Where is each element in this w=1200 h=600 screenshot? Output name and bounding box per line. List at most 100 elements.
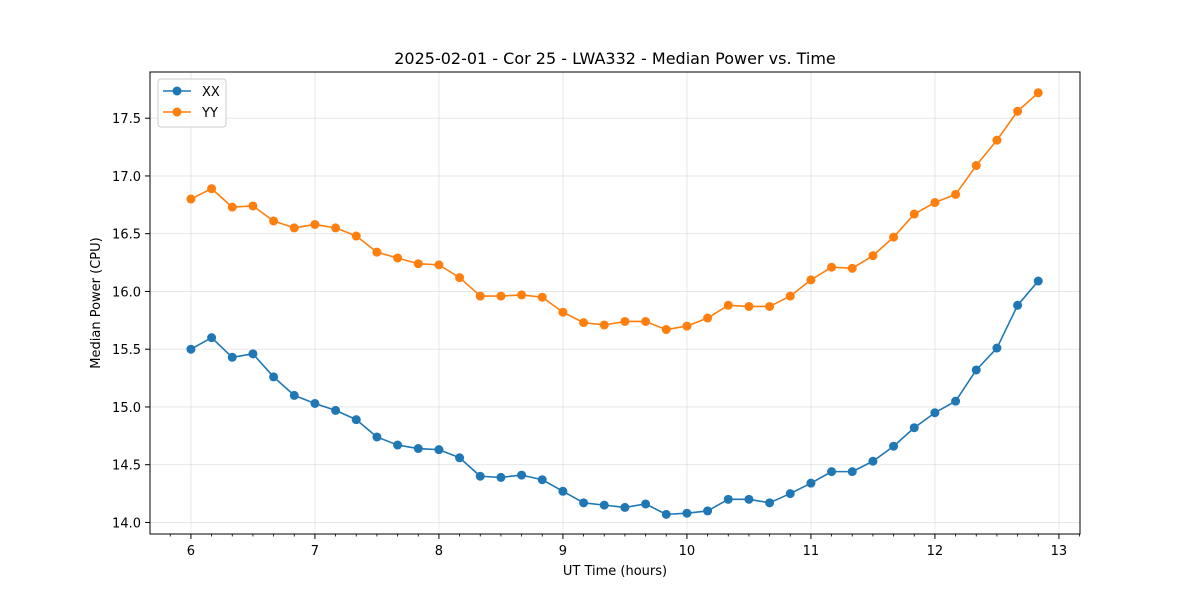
data-point-xx xyxy=(806,478,816,488)
data-point-yy xyxy=(475,291,485,301)
data-point-yy xyxy=(847,263,857,273)
y-tick-label: 17.0 xyxy=(112,170,141,185)
chart-title: 2025-02-01 - Cor 25 - LWA332 - Median Po… xyxy=(394,49,836,68)
plot-frame xyxy=(149,71,1081,535)
data-point-yy xyxy=(434,260,444,270)
data-point-yy xyxy=(331,223,341,233)
data-point-xx xyxy=(847,467,857,477)
data-point-yy xyxy=(661,325,671,335)
data-point-xx xyxy=(765,498,775,508)
data-point-yy xyxy=(620,316,630,326)
y-tick-label: 15.0 xyxy=(112,401,141,416)
data-point-xx xyxy=(682,508,692,518)
data-point-xx xyxy=(1013,300,1023,310)
y-axis-label: Median Power (CPU) xyxy=(89,237,104,368)
data-point-xx xyxy=(599,500,609,510)
y-tick-label: 14.0 xyxy=(112,516,141,531)
data-point-xx xyxy=(723,494,733,504)
data-point-xx xyxy=(971,365,981,375)
data-point-xx xyxy=(227,352,237,362)
x-tick-label: 7 xyxy=(311,544,319,559)
data-point-yy xyxy=(537,292,547,302)
data-point-yy xyxy=(269,216,279,226)
data-point-xx xyxy=(517,470,527,480)
data-point-xx xyxy=(475,471,485,481)
data-point-yy xyxy=(496,291,506,301)
data-point-yy xyxy=(827,262,837,272)
y-tick-label: 14.5 xyxy=(112,459,141,474)
data-point-xx xyxy=(351,415,361,425)
data-point-xx xyxy=(930,408,940,418)
data-point-yy xyxy=(248,201,258,211)
data-point-yy xyxy=(227,202,237,212)
legend-marker-yy xyxy=(172,107,182,117)
data-point-xx xyxy=(413,444,423,454)
x-tick-label: 13 xyxy=(1051,544,1068,559)
data-point-xx xyxy=(434,445,444,455)
y-axis-ticks: 14.0 14.5 15.0 15.5 16.0 16.5 17.0 17.5 xyxy=(112,112,150,531)
y-tick-label: 16.5 xyxy=(112,228,141,243)
data-point-yy xyxy=(909,209,919,219)
data-point-yy xyxy=(703,313,713,323)
data-point-yy xyxy=(1013,106,1023,116)
data-point-xx xyxy=(186,344,196,354)
data-point-yy xyxy=(951,189,961,199)
data-point-xx xyxy=(992,343,1002,353)
data-point-xx xyxy=(331,405,341,415)
x-tick-label: 9 xyxy=(559,544,567,559)
data-point-xx xyxy=(951,396,961,406)
series-layer xyxy=(186,88,1043,519)
data-point-yy xyxy=(310,219,320,229)
x-axis-label: UT Time (hours) xyxy=(563,564,667,579)
x-tick-label: 6 xyxy=(187,544,195,559)
x-tick-label: 12 xyxy=(927,544,944,559)
grid xyxy=(150,72,1080,534)
data-point-yy xyxy=(785,291,795,301)
data-point-xx xyxy=(889,441,899,451)
x-tick-label: 11 xyxy=(803,544,820,559)
data-point-xx xyxy=(909,423,919,433)
data-point-xx xyxy=(372,432,382,442)
data-point-xx xyxy=(620,502,630,512)
x-tick-label: 10 xyxy=(679,544,696,559)
data-point-xx xyxy=(661,509,671,519)
data-point-yy xyxy=(579,318,589,328)
data-point-yy xyxy=(889,232,899,242)
data-point-yy xyxy=(186,194,196,204)
y-tick-label: 17.5 xyxy=(112,112,141,127)
data-point-yy xyxy=(455,273,465,283)
data-point-yy xyxy=(558,307,568,317)
data-point-xx xyxy=(785,489,795,499)
data-point-xx xyxy=(455,453,465,463)
legend-marker-xx xyxy=(172,86,182,96)
data-point-xx xyxy=(827,467,837,477)
data-point-yy xyxy=(641,316,651,326)
data-point-yy xyxy=(992,135,1002,145)
data-point-yy xyxy=(351,231,361,241)
data-point-yy xyxy=(682,321,692,331)
legend-label-yy: YY xyxy=(201,106,218,121)
data-point-xx xyxy=(269,372,279,382)
y-tick-label: 15.5 xyxy=(112,343,141,358)
series-yy xyxy=(186,88,1043,335)
data-point-yy xyxy=(806,275,816,285)
legend: XX YY xyxy=(157,78,227,128)
y-tick-label: 16.0 xyxy=(112,285,141,300)
x-tick-label: 8 xyxy=(435,544,443,559)
data-point-yy xyxy=(744,301,754,311)
data-point-xx xyxy=(393,440,403,450)
data-point-xx xyxy=(703,506,713,516)
data-point-xx xyxy=(248,349,258,359)
data-point-xx xyxy=(207,333,217,343)
data-point-yy xyxy=(930,198,940,208)
data-point-xx xyxy=(744,494,754,504)
data-point-xx xyxy=(1033,276,1043,286)
data-point-yy xyxy=(413,259,423,269)
data-point-yy xyxy=(868,251,878,261)
x-axis-ticks: 6 7 8 9 10 11 12 13 xyxy=(169,534,1080,559)
data-point-yy xyxy=(971,161,981,171)
data-point-yy xyxy=(289,223,299,233)
data-point-yy xyxy=(765,301,775,311)
data-point-yy xyxy=(517,290,527,300)
data-point-xx xyxy=(537,475,547,485)
